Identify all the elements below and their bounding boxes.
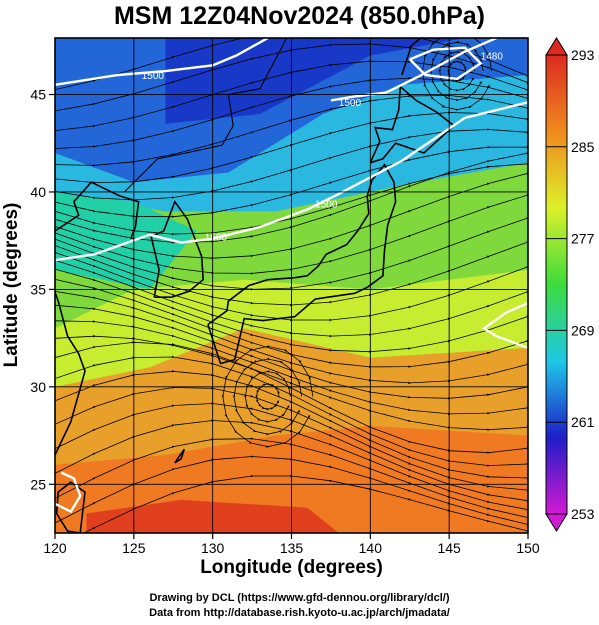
colorbar-top-arrow [545, 37, 568, 56]
y-tick-label: 45 [30, 87, 46, 103]
credit-data: Data from http://database.rish.kyoto-u.a… [149, 607, 450, 619]
contour-labels: 1500 1500 1500 1500 1480 [142, 51, 504, 243]
y-tick-label: 35 [30, 281, 46, 297]
y-tick-label: 30 [30, 379, 46, 395]
x-tick-label: 125 [122, 540, 146, 556]
chart-title: MSM 12Z04Nov2024 (850.0hPa) [113, 2, 485, 30]
x-tick-label: 140 [359, 540, 383, 556]
y-axis-label: Latitude (degrees) [1, 202, 22, 368]
contour-label: 1500 [315, 200, 338, 211]
x-tick-label: 150 [516, 540, 540, 556]
colorbar-tick-label: 269 [571, 322, 595, 338]
contour-label: 1480 [481, 51, 504, 62]
geopotential-contours [55, 38, 528, 514]
x-tick-label: 145 [437, 540, 461, 556]
temperature-field: 1500 1500 1500 1500 1480 [55, 38, 528, 533]
colorbar-tick-label: 277 [571, 231, 595, 247]
x-tick-label: 135 [280, 540, 304, 556]
colorbar-tick-label: 285 [571, 139, 595, 155]
x-axis-ticks: 120 125 130 135 140 145 150 [43, 533, 540, 556]
contour-label: 1500 [142, 71, 165, 82]
contour-label: 1500 [205, 233, 228, 244]
y-tick-label: 40 [30, 184, 46, 200]
x-tick-label: 130 [201, 540, 225, 556]
colorbar-tick-label: 293 [571, 47, 595, 63]
contour-label: 1500 [339, 98, 362, 109]
y-axis-ticks: 25 30 35 40 45 [30, 87, 55, 492]
colorbar-bottom-arrow [545, 513, 568, 532]
colorbar-tick-label: 253 [571, 506, 595, 522]
x-axis-label: Longitude (degrees) [200, 557, 383, 578]
coastlines [55, 38, 456, 533]
colorbar-tick-label: 261 [571, 414, 595, 430]
x-tick-label: 120 [43, 540, 67, 556]
colorbar: 253 261 269 277 285 293 [545, 37, 595, 532]
colorbar-scale [545, 54, 568, 515]
credit-drawing: Drawing by DCL (https://www.gfd-dennou.o… [149, 592, 450, 604]
y-tick-label: 25 [30, 476, 46, 492]
gridlines [55, 38, 528, 533]
